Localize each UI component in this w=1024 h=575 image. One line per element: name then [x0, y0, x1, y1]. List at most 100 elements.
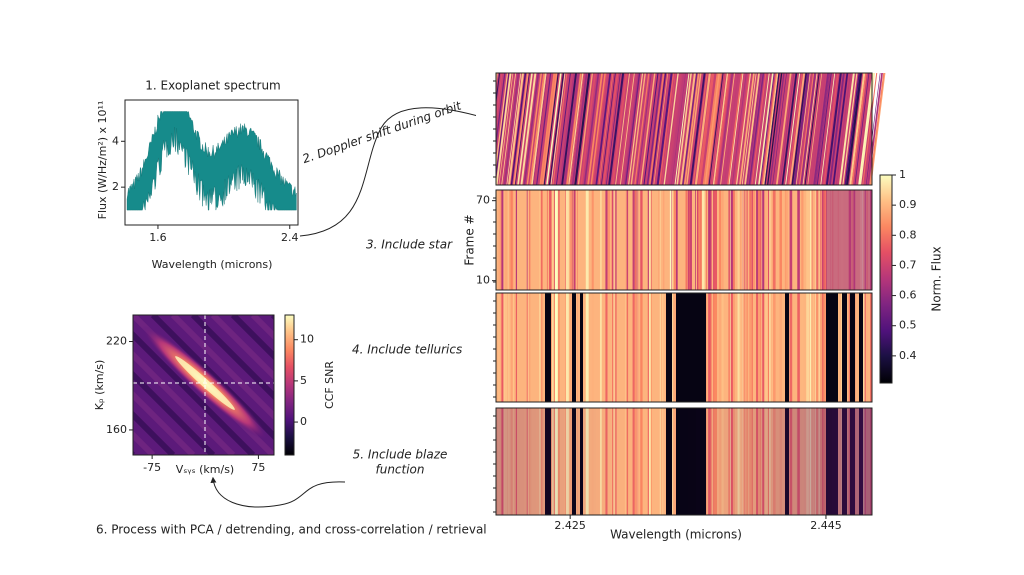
- telluric: [572, 293, 576, 402]
- blaze-shade: [712, 408, 716, 515]
- stripe: [626, 293, 629, 402]
- stripe: [585, 293, 589, 402]
- stripe: [768, 190, 770, 290]
- blaze-shade: [696, 408, 700, 515]
- spectrum-area: [126, 110, 297, 211]
- colorbar-tick-label: 0.8: [899, 228, 917, 241]
- stripe: [503, 73, 520, 185]
- stripe: [758, 73, 775, 185]
- stripe: [668, 73, 686, 185]
- stripe: [708, 293, 711, 402]
- y-tick-label: 160: [106, 423, 127, 436]
- stripe: [529, 293, 531, 402]
- ccf-band: [133, 350, 236, 455]
- blaze-shade: [592, 408, 596, 515]
- stripe: [729, 190, 730, 290]
- stripe: [746, 73, 762, 185]
- blaze-shade: [616, 408, 620, 515]
- stripe: [689, 73, 706, 185]
- colorbar-label: Norm. Flux: [930, 246, 944, 311]
- blaze-shade: [532, 408, 536, 515]
- stripe: [728, 73, 744, 185]
- stripe: [498, 293, 500, 402]
- stripe: [637, 408, 639, 515]
- stripe: [752, 293, 756, 402]
- stripe: [838, 73, 855, 185]
- stripe: [816, 190, 819, 290]
- stripe: [630, 73, 646, 185]
- stripe: [815, 190, 816, 290]
- stripe: [749, 408, 752, 515]
- x-tick-label: -75: [143, 461, 161, 474]
- ccf-band: [133, 330, 256, 455]
- stripe: [710, 190, 712, 290]
- blaze-shade: [688, 408, 692, 515]
- stripe: [714, 190, 717, 290]
- stripe: [789, 293, 793, 402]
- stripe: [849, 293, 851, 402]
- blaze-shade: [600, 408, 604, 515]
- stripe: [618, 73, 635, 185]
- stripe: [674, 408, 676, 515]
- stripe: [658, 408, 660, 515]
- y-tick-label: 10: [476, 274, 490, 287]
- stripe: [626, 408, 629, 515]
- stripe: [735, 73, 752, 185]
- stripe: [863, 293, 865, 402]
- stripe: [637, 293, 639, 402]
- blaze-shade: [824, 408, 828, 515]
- stripe: [672, 73, 689, 185]
- stripe: [526, 408, 528, 515]
- ccf-band: [190, 315, 274, 401]
- stripe: [515, 293, 518, 402]
- stripe: [695, 190, 696, 290]
- stripe: [694, 73, 711, 185]
- stripe: [809, 408, 812, 515]
- stripe: [828, 73, 845, 185]
- blaze-shade: [796, 408, 800, 515]
- blaze-shade: [552, 408, 556, 515]
- stripe: [821, 190, 825, 290]
- stripe: [669, 190, 673, 290]
- stripe: [648, 73, 665, 185]
- stripe: [650, 73, 667, 185]
- stripe: [765, 408, 768, 515]
- stripe: [835, 73, 851, 185]
- stripe: [773, 408, 776, 515]
- stripe: [495, 73, 512, 185]
- x-tick-label: 2.445: [810, 519, 842, 532]
- colorbar: [879, 174, 893, 384]
- stripe: [823, 293, 826, 402]
- axis-label: Vₛᵧₛ (km/s): [176, 463, 234, 476]
- stripe: [787, 73, 803, 185]
- stripe: [554, 190, 558, 290]
- colorbar-label: CCF SNR: [323, 361, 336, 409]
- blaze-shade: [632, 408, 636, 515]
- stripe: [715, 73, 731, 185]
- blaze-shade: [528, 408, 532, 515]
- stripe: [599, 190, 602, 290]
- blaze-shade: [776, 408, 780, 515]
- step-label: 3. Include star: [366, 238, 453, 252]
- axis-label: Flux (W/Hz/m²) x 10¹¹: [96, 101, 109, 220]
- stripe: [764, 190, 767, 290]
- blaze-shade: [520, 408, 524, 515]
- stripe: [583, 73, 600, 185]
- blaze-shade: [576, 408, 580, 515]
- stripe: [627, 73, 644, 185]
- stripe: [739, 73, 755, 185]
- x-tick-label: 75: [251, 461, 265, 474]
- stripe: [854, 73, 870, 185]
- stripe: [759, 408, 761, 515]
- stripe: [851, 73, 867, 185]
- blaze-shade: [668, 408, 672, 515]
- stripe: [528, 408, 530, 515]
- stripe: [845, 73, 863, 185]
- stripe: [795, 73, 811, 185]
- stripe: [824, 190, 827, 290]
- stripe: [566, 73, 582, 185]
- blaze-shade: [788, 408, 792, 515]
- x-tick-label: 2.425: [554, 519, 586, 532]
- blaze-shade: [708, 408, 712, 515]
- telluric: [842, 408, 847, 515]
